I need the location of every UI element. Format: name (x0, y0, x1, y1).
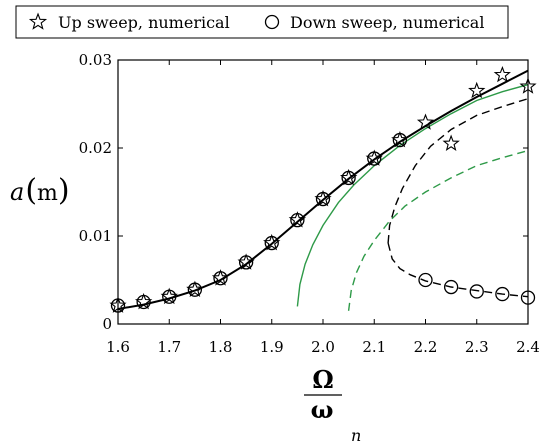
down-sweep-point (341, 170, 356, 186)
legend-circle-icon (264, 14, 280, 30)
x-axis: 1.6 1.7 1.8 1.9 2.0 2.1 2.2 2.3 2.4 (106, 60, 539, 356)
down-sweep-point (136, 294, 151, 310)
y-tick-label: 0.02 (79, 139, 112, 157)
x-tick-label: 1.7 (157, 338, 181, 356)
x-axis-denominator: ω (311, 395, 334, 424)
y-axis: 0 0.01 0.02 0.03 (79, 51, 528, 333)
x-axis-subscript: n (351, 426, 361, 445)
y-axis-unit: m (37, 181, 58, 206)
down-sweep-point (187, 282, 203, 297)
markers (109, 65, 537, 313)
legend: Up sweep, numerical Down sweep, numerica… (15, 5, 509, 39)
y-axis-symbol: a (10, 178, 24, 206)
x-tick-label: 2.3 (465, 338, 489, 356)
legend-label-down-sweep: Down sweep, numerical (290, 13, 484, 32)
legend-star-shape (28, 12, 48, 30)
legend-star-icon (28, 12, 48, 30)
x-axis-title: Ω ω n (304, 365, 361, 445)
down-sweep-point (290, 213, 305, 228)
down-sweep-point (443, 279, 459, 295)
y-axis-title: a(m) (10, 173, 70, 208)
legend-label-up-sweep: Up sweep, numerical (58, 13, 230, 32)
legend-box (15, 5, 509, 39)
series-line-green-solid (296, 83, 528, 307)
x-axis-numerator: Ω (312, 365, 333, 394)
y-tick-label: 0.03 (79, 51, 112, 69)
x-tick-label: 2.2 (414, 338, 438, 356)
up-sweep-point (416, 113, 435, 130)
series-line-green-dashed (347, 149, 528, 311)
x-tick-label: 1.6 (106, 338, 130, 356)
down-sweep-point (238, 255, 254, 270)
x-tick-label: 2.4 (516, 338, 539, 356)
series-line-black-solid (118, 69, 528, 310)
down-sweep-point (315, 191, 331, 207)
x-tick-label: 1.8 (209, 338, 233, 356)
series-line-black-dashed-lower (387, 242, 528, 298)
y-tick-label: 0.01 (79, 227, 112, 245)
svg-text:a(m): a(m) (10, 173, 70, 208)
series-lines (118, 69, 528, 311)
down-sweep-point (213, 271, 228, 286)
up-sweep-point (442, 134, 460, 151)
down-sweep-point (392, 132, 408, 148)
down-sweep-point (495, 286, 510, 302)
x-tick-label: 2.0 (311, 338, 335, 356)
y-tick-label: 0 (102, 315, 112, 333)
x-tick-label: 1.9 (260, 338, 284, 356)
legend-circle-shape (264, 14, 280, 30)
down-sweep-point (418, 272, 433, 288)
up-sweep-point (493, 65, 511, 83)
down-sweep-point (469, 284, 484, 299)
x-tick-label: 2.1 (362, 338, 386, 356)
series-line-black-dashed-upper (387, 98, 528, 244)
down-sweep-point (367, 151, 382, 166)
down-sweep-point (264, 235, 279, 251)
up-sweep-point (468, 81, 486, 99)
down-sweep-point (162, 289, 177, 304)
